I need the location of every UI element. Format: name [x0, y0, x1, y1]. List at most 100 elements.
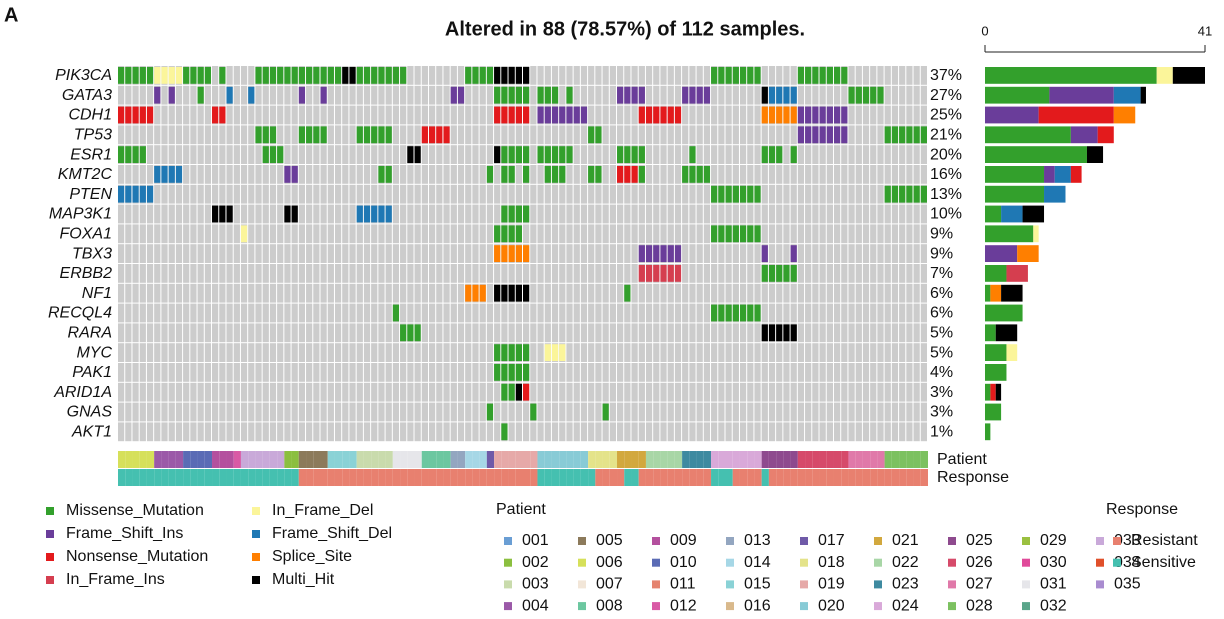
- alteration-cell: [515, 205, 522, 223]
- empty-cell: [204, 224, 212, 244]
- empty-cell: [233, 184, 240, 204]
- empty-cell: [306, 382, 313, 402]
- gene-label: FOXA1: [60, 226, 112, 243]
- empty-cell: [776, 382, 783, 402]
- empty-cell: [450, 264, 457, 283]
- empty-cell: [617, 422, 624, 442]
- empty-cell: [255, 382, 262, 402]
- empty-cell: [653, 363, 660, 382]
- track-cell: [233, 469, 241, 486]
- empty-cell: [667, 85, 674, 105]
- legend-swatch: [948, 602, 956, 611]
- empty-cell: [696, 382, 703, 402]
- empty-cell: [407, 264, 414, 283]
- empty-cell: [457, 66, 465, 85]
- empty-cell: [906, 283, 913, 303]
- empty-cell: [631, 323, 638, 343]
- empty-cell: [638, 204, 645, 224]
- empty-cell: [660, 283, 667, 303]
- empty-cell: [573, 303, 580, 323]
- empty-cell: [443, 402, 450, 422]
- empty-cell: [414, 264, 421, 283]
- track-cell: [595, 469, 603, 486]
- empty-cell: [494, 204, 501, 224]
- empty-cell: [805, 145, 812, 164]
- empty-cell: [595, 224, 602, 244]
- empty-cell: [566, 283, 573, 303]
- empty-cell: [457, 105, 465, 125]
- empty-cell: [660, 323, 667, 343]
- empty-cell: [667, 323, 674, 343]
- empty-cell: [443, 66, 450, 85]
- track-cell: [797, 469, 806, 486]
- empty-cell: [544, 204, 551, 224]
- track-cell: [240, 451, 249, 468]
- empty-cell: [906, 66, 913, 85]
- empty-cell: [342, 422, 349, 442]
- empty-cell: [667, 165, 674, 184]
- empty-cell: [848, 303, 855, 323]
- empty-cell: [212, 303, 219, 323]
- legend-swatch: [874, 537, 882, 545]
- alteration-cell: [797, 67, 805, 84]
- empty-cell: [262, 105, 269, 125]
- empty-cell: [233, 402, 240, 422]
- empty-cell: [190, 244, 197, 263]
- alteration-cell: [407, 146, 414, 163]
- alteration-cell: [161, 67, 168, 84]
- empty-cell: [761, 204, 768, 224]
- empty-cell: [450, 165, 457, 184]
- empty-cell: [436, 382, 443, 402]
- track-cell: [212, 451, 220, 468]
- alteration-cell: [732, 304, 739, 322]
- track-cell: [718, 451, 726, 468]
- empty-cell: [132, 85, 139, 105]
- empty-cell: [761, 422, 768, 442]
- empty-cell: [776, 244, 783, 263]
- alteration-cell: [255, 67, 262, 84]
- alteration-cell: [551, 106, 559, 124]
- empty-cell: [183, 244, 190, 263]
- empty-cell: [776, 343, 783, 362]
- empty-cell: [682, 66, 689, 85]
- empty-cell: [617, 402, 624, 422]
- empty-cell: [747, 204, 754, 224]
- empty-cell: [523, 422, 530, 442]
- empty-cell: [168, 422, 175, 442]
- empty-cell: [674, 363, 682, 382]
- alteration-cell: [356, 67, 363, 84]
- alteration-cell: [407, 324, 414, 342]
- empty-cell: [841, 224, 848, 244]
- empty-cell: [841, 343, 848, 362]
- alteration-cell: [906, 185, 913, 203]
- empty-cell: [269, 323, 277, 343]
- empty-cell: [168, 303, 175, 323]
- empty-cell: [501, 323, 508, 343]
- track-cell: [414, 451, 422, 468]
- empty-cell: [320, 165, 327, 184]
- empty-cell: [356, 145, 363, 164]
- panel-label: A: [4, 4, 18, 26]
- alteration-cell: [660, 265, 667, 282]
- empty-cell: [486, 343, 494, 362]
- empty-cell: [544, 264, 551, 283]
- empty-cell: [609, 85, 617, 105]
- empty-cell: [255, 105, 262, 125]
- empty-cell: [421, 85, 428, 105]
- empty-cell: [609, 224, 617, 244]
- alteration-cell: [472, 67, 479, 84]
- empty-cell: [400, 382, 407, 402]
- empty-cell: [595, 323, 602, 343]
- track-cell: [378, 451, 386, 468]
- empty-cell: [183, 422, 190, 442]
- empty-cell: [747, 244, 754, 263]
- empty-cell: [327, 363, 334, 382]
- empty-cell: [602, 363, 609, 382]
- empty-cell: [899, 422, 906, 442]
- empty-cell: [501, 184, 508, 204]
- empty-cell: [226, 343, 233, 362]
- empty-cell: [805, 224, 812, 244]
- alteration-cell: [551, 166, 559, 183]
- empty-cell: [342, 343, 349, 362]
- empty-cell: [277, 363, 284, 382]
